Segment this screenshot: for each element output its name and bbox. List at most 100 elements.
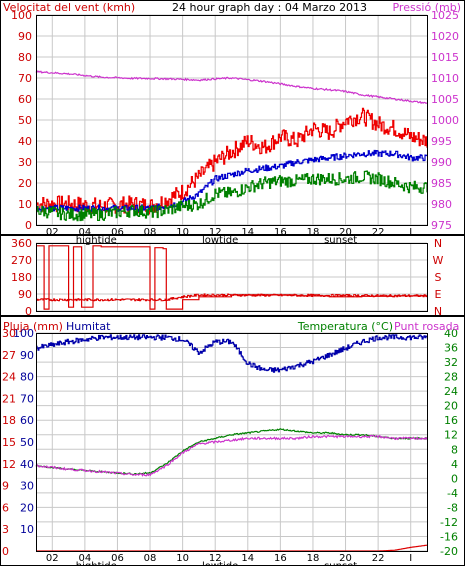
humidity-tick-label: 70 [20,392,34,405]
wind-axis-title: Velocitat del vent (kmh) [3,1,135,14]
x-tick-label: 04 [79,227,92,238]
wind-tick-label: 20 [18,177,32,190]
x-tick-label: 08 [144,227,157,238]
temperature-tick-label: 40 [444,327,458,340]
temperature-tick-label: 32 [444,356,458,369]
panel1-frame [0,0,465,235]
x-tick-label: 06 [111,553,124,564]
x-tick-label: 08 [144,553,157,564]
x-tick-label: I [409,553,412,564]
humidity-tick-label: 50 [20,436,34,449]
panel3-plot-area [36,333,428,552]
wind-tick-label: 10 [18,198,32,211]
compass-letter: E [435,288,442,301]
temperature-tick-label: 8 [451,443,458,456]
humidity-line [36,334,428,373]
lowtide-marker: lowtide [202,235,238,246]
humidity-axis-title: Humitat [66,320,111,333]
x-tick-label: I [409,227,412,238]
wind-gust-line [36,107,428,215]
temperature-tick-label: 28 [444,371,458,384]
rain-tick-label: 30 [2,327,16,340]
temperature-tick-label: -4 [447,487,458,500]
dewpoint-axis-title: Punt rosada [394,320,459,333]
panel2-frame [0,235,465,316]
x-tick-label: 14 [241,553,254,564]
humidity-tick-label: 30 [20,480,34,493]
sunset-marker: sunset [324,235,357,246]
x-tick-label: 10 [176,553,189,564]
temperature-tick-label: -20 [440,545,458,558]
wind-low-line [36,170,428,222]
panel2-plot-area [36,243,428,312]
panel1-plot-area [36,15,428,226]
humidity-tick-label: 90 [20,349,34,362]
pressure-line [35,69,428,105]
compass-letter: N [434,305,442,318]
pressure-tick-label: 1025 [431,9,459,22]
rain-tick-label: 21 [2,392,16,405]
rain-tick-label: 24 [2,371,16,384]
rain-tick-label: 12 [2,458,16,471]
humidity-tick-label: 20 [20,501,34,514]
pressure-tick-label: 985 [431,177,452,190]
x-tick-label: 10 [176,227,189,238]
temperature-axis-title: Temperatura (°C) [297,320,393,333]
direction-tick-label: 90 [18,288,32,301]
rain-tick-label: 9 [2,480,9,493]
wind-tick-label: 90 [18,30,32,43]
pressure-tick-label: 995 [431,135,452,148]
rain-tick-label: 18 [2,414,16,427]
x-tick-label: 12 [209,553,222,564]
wind-direction-detail [36,293,428,302]
wind-tick-label: 0 [25,219,32,232]
temperature-tick-label: 12 [444,429,458,442]
wind-tick-label: 60 [18,93,32,106]
wind-tick-label: 40 [18,135,32,148]
x-tick-label: 18 [307,227,320,238]
x-tick-label: 20 [339,227,352,238]
pressure-tick-label: 990 [431,156,452,169]
x-tick-label: 16 [274,553,287,564]
temperature-tick-label: -12 [440,516,458,529]
pressure-tick-label: 1020 [431,30,459,43]
x-tick-label: 12 [209,227,222,238]
temperature-tick-label: 0 [451,472,458,485]
x-tick-label: 04 [79,553,92,564]
wind-tick-label: 30 [18,156,32,169]
rain-tick-label: 6 [2,501,9,514]
rain-tick-label: 27 [2,349,16,362]
x-tick-label: 22 [372,553,385,564]
temperature-tick-label: -8 [447,501,458,514]
direction-tick-label: 0 [25,305,32,318]
temperature-tick-label: 4 [451,458,458,471]
rain-tick-label: 15 [2,436,16,449]
hightide-marker: hightide [76,561,117,566]
x-tick-label: 02 [46,227,59,238]
humidity-tick-label: 80 [20,371,34,384]
temperature-tick-label: 36 [444,342,458,355]
rain-tick-label: 0 [2,545,9,558]
temperature-tick-label: 16 [444,414,458,427]
x-tick-label: 20 [339,553,352,564]
pressure-axis-title: Pressió (mb) [392,1,461,14]
pressure-tick-label: 1005 [431,93,459,106]
pressure-tick-label: 1000 [431,114,459,127]
sunset-marker: sunset [324,561,357,566]
temperature-line [35,428,428,476]
rain-tick-label: 3 [2,523,9,536]
direction-tick-label: 270 [11,254,32,267]
x-tick-label: 22 [372,227,385,238]
pressure-tick-label: 975 [431,219,452,232]
humidity-tick-label: 10 [20,523,34,536]
chart-title: 24 hour graph day : 04 Marzo 2013 [172,1,367,14]
pressure-tick-label: 1015 [431,51,459,64]
wind-tick-label: 50 [18,114,32,127]
x-tick-label: 14 [241,227,254,238]
rain-axis-title: Pluja (mm) [3,320,63,333]
humidity-tick-label: 40 [20,458,34,471]
direction-tick-label: 180 [11,271,32,284]
lowtide-marker: lowtide [202,561,238,566]
